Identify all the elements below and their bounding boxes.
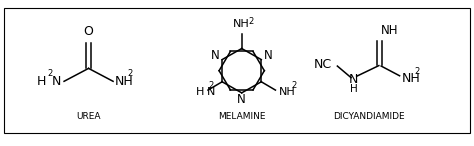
Text: 2: 2: [208, 81, 213, 90]
Text: NH: NH: [279, 87, 296, 97]
Text: DICYANDIAMIDE: DICYANDIAMIDE: [333, 112, 405, 121]
Text: H: H: [349, 84, 357, 94]
Text: NH: NH: [115, 75, 133, 88]
Text: H: H: [196, 87, 205, 97]
Text: N: N: [211, 49, 220, 62]
Text: 2: 2: [248, 17, 253, 26]
Text: N: N: [264, 49, 272, 62]
Text: O: O: [83, 25, 93, 38]
Text: 2: 2: [128, 69, 133, 78]
Text: N: N: [207, 87, 216, 97]
Text: H: H: [37, 75, 46, 88]
Text: NH: NH: [402, 72, 421, 85]
Text: NH: NH: [233, 19, 250, 29]
Text: NH: NH: [381, 24, 398, 36]
Text: N: N: [52, 75, 61, 88]
Text: NC: NC: [314, 58, 332, 71]
Text: 2: 2: [292, 80, 297, 89]
Text: MELAMINE: MELAMINE: [218, 112, 265, 121]
Text: 2: 2: [414, 67, 419, 76]
Text: 2: 2: [48, 69, 53, 78]
Text: N: N: [349, 73, 358, 86]
Text: UREA: UREA: [76, 112, 101, 121]
Text: N: N: [237, 93, 246, 106]
